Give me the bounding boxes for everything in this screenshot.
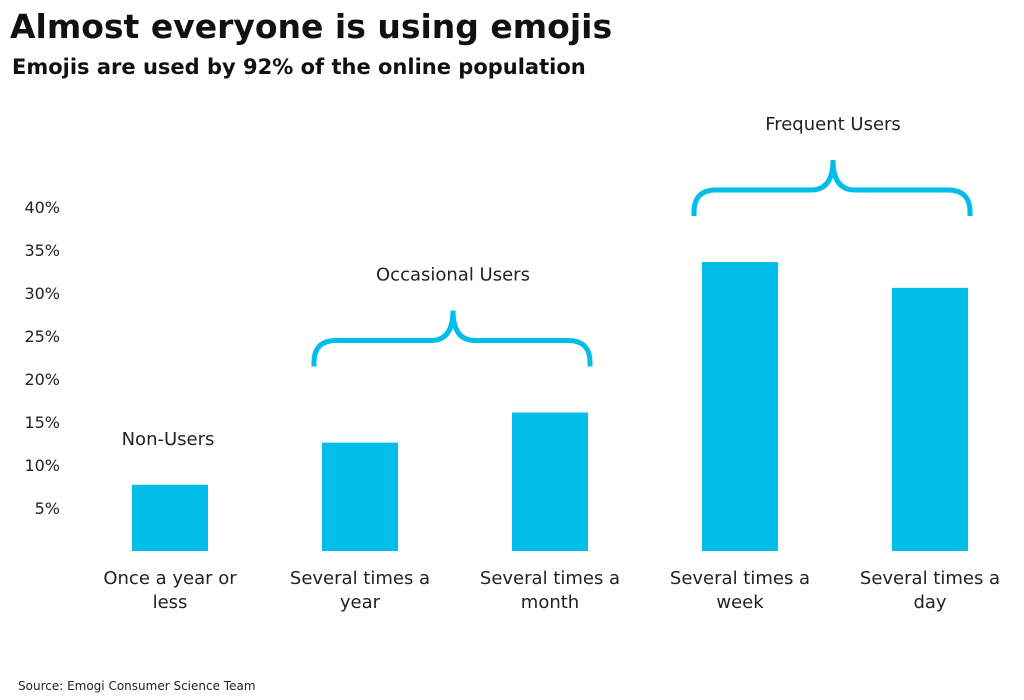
- y-tick-label: 35%: [24, 241, 60, 260]
- bar: [892, 287, 968, 551]
- y-tick-label: 20%: [24, 370, 60, 389]
- chart-title: Almost everyone is using emojis: [10, 7, 612, 46]
- y-tick-label: 30%: [24, 284, 60, 303]
- x-axis: Once a year or less Several times a year Sev…: [103, 568, 1000, 613]
- x-tick-label: Several times a: [670, 568, 810, 589]
- x-tick-label: year: [340, 592, 381, 613]
- x-tick-label: month: [521, 592, 579, 613]
- bar: [702, 262, 778, 551]
- group-label: Frequent Users: [765, 114, 901, 135]
- y-tick-label: 25%: [24, 327, 60, 346]
- bar: [322, 442, 398, 551]
- x-tick-label: Several times a: [860, 568, 1000, 589]
- group-brace: [691, 159, 973, 217]
- y-axis: 5% 10% 15% 20% 25% 30% 35% 40%: [24, 198, 60, 518]
- x-tick-label: Once a year or: [103, 568, 237, 589]
- group-annotations: Non-Users Occasional Users Frequent Users: [122, 114, 973, 450]
- bar: [132, 484, 208, 551]
- source-note: Source: Emogi Consumer Science Team: [18, 679, 256, 693]
- x-tick-label: Several times a: [480, 568, 620, 589]
- y-tick-label: 15%: [24, 413, 60, 432]
- group-label: Non-Users: [122, 429, 215, 450]
- bars: [132, 262, 968, 551]
- y-tick-label: 40%: [24, 198, 60, 217]
- y-tick-label: 5%: [35, 499, 60, 518]
- x-tick-label: less: [153, 592, 188, 613]
- group-label: Occasional Users: [376, 265, 530, 286]
- bar: [512, 412, 588, 551]
- y-tick-label: 10%: [24, 456, 60, 475]
- group-brace: [311, 310, 593, 367]
- x-tick-label: week: [716, 592, 764, 613]
- x-tick-label: day: [913, 592, 946, 613]
- chart-subtitle: Emojis are used by 92% of the online pop…: [12, 55, 586, 79]
- x-tick-label: Several times a: [290, 568, 430, 589]
